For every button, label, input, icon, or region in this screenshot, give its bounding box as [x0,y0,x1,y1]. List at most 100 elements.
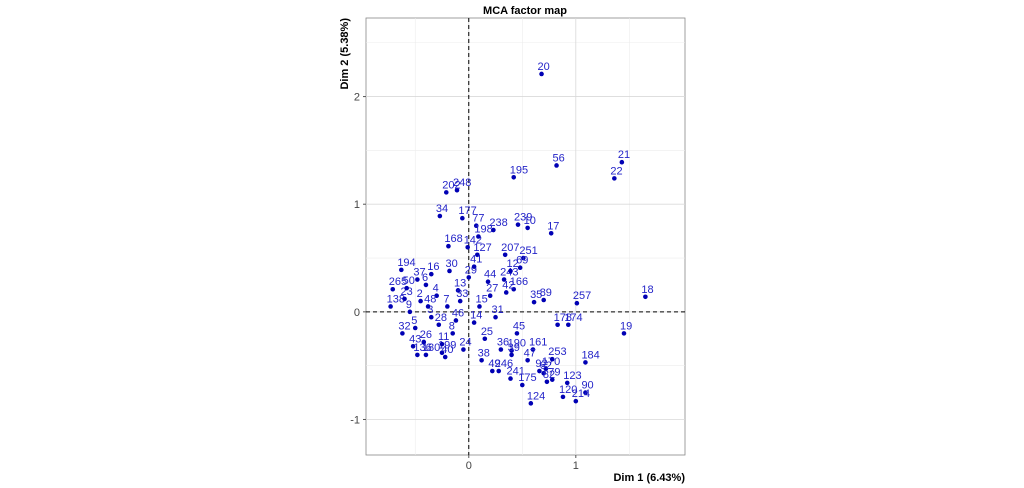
point [447,268,452,274]
point-label: 34 [436,203,448,215]
point [490,368,495,374]
point [466,275,472,280]
point-label: 35 [530,289,542,301]
point-label: 248 [453,177,471,189]
point-label: 90 [581,380,593,392]
point-label: 7 [443,293,449,305]
point [476,234,481,239]
point [471,264,477,269]
point [399,267,404,273]
point-label: 138 [387,293,405,305]
point [643,294,648,300]
point [461,347,466,352]
point [482,336,488,342]
point [511,286,517,292]
point [549,356,555,362]
y-axis-label: Dim 2 (5.38%) [339,18,351,90]
point-label: 41 [470,254,482,266]
y-tick-label: 0 [354,307,360,319]
point [457,298,463,304]
point-label: 39 [508,342,520,354]
point [498,347,504,352]
x-tick-label: 0 [466,460,472,472]
point [455,288,461,293]
point [407,309,413,315]
point-label: 184 [581,349,599,361]
point [521,255,526,261]
point-label: 19 [620,320,632,332]
point [404,285,409,291]
point-label: 251 [519,245,537,257]
point-label: 180 [422,342,440,354]
point [485,279,491,285]
point [400,331,405,336]
point [390,286,396,292]
point [560,394,566,400]
point-label: 195 [510,164,528,176]
point [454,187,460,193]
point [517,265,523,271]
point [544,379,550,385]
point [549,377,555,382]
point-label: 43 [409,333,421,345]
point-label: 178 [554,312,572,324]
point [443,190,449,195]
point-label: 166 [510,276,528,288]
point [428,314,434,320]
point-label: 198 [474,224,492,236]
point-label: 89 [540,287,552,299]
point [446,243,451,249]
point-label: 23 [401,286,413,298]
point-label: 36 [497,337,509,349]
point-label: 92 [535,358,547,370]
point-label: 124 [527,390,545,402]
point-label: 4 [433,283,439,295]
point-label: 45 [513,320,525,332]
point [511,175,517,180]
point [619,159,625,165]
point [543,366,549,372]
point [548,230,554,236]
point-label: 214 [572,388,590,400]
point-label: 62 [540,360,552,372]
point [531,299,537,305]
point-label: 40 [441,344,453,356]
point [583,390,588,395]
point-label: 22 [610,165,622,177]
point [528,401,534,406]
point [555,322,560,328]
point [421,339,427,345]
y-tick-label: 1 [354,199,360,211]
point-label: 123 [563,370,581,382]
point [471,320,477,325]
point [475,252,480,258]
point [564,380,570,386]
point [541,370,546,376]
point-label: 136 [413,342,431,354]
point [621,331,627,336]
point-label: 127 [473,242,491,254]
point-label: 25 [481,326,493,338]
point-label: 3 [427,304,433,316]
point-label: 33 [456,288,468,300]
point-label: 12 [507,258,519,270]
point [502,252,508,258]
point [525,357,530,363]
point-label: 38 [478,347,490,359]
point [539,71,544,77]
point-label: 202 [442,179,460,191]
point-label: 238 [489,217,507,229]
point-label: 47 [524,347,536,359]
point [425,304,431,309]
point-label: 177 [458,205,476,217]
point [439,341,445,347]
y-tick-label: 2 [354,92,360,104]
point-label: 15 [475,293,487,305]
point-label: 27 [486,283,498,295]
point-label: 2 [417,288,423,300]
point-label: 8 [449,320,455,332]
point-label: 253 [548,346,566,358]
point [479,357,484,363]
point-label: 18 [641,284,653,296]
point [573,398,579,404]
